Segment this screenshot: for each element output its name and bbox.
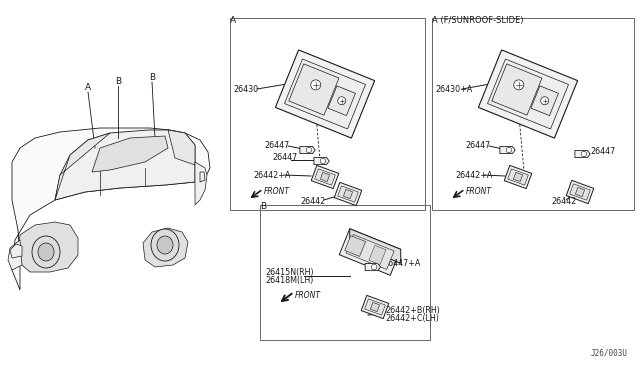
Polygon shape [18,222,78,272]
Text: A: A [85,83,91,93]
Polygon shape [492,64,542,115]
Text: 26447: 26447 [272,154,297,163]
Text: 26442+B(RH): 26442+B(RH) [385,307,440,315]
Polygon shape [531,86,559,116]
Text: 26442: 26442 [551,198,576,206]
Text: 26442+C(LH): 26442+C(LH) [385,314,439,324]
Bar [260,205,430,340]
Text: FRONT: FRONT [295,291,321,299]
Circle shape [581,151,587,157]
Polygon shape [200,172,205,182]
Polygon shape [349,229,401,263]
Polygon shape [575,187,584,197]
Text: FRONT: FRONT [264,187,290,196]
Polygon shape [334,182,362,206]
Polygon shape [488,59,568,129]
Polygon shape [8,240,22,270]
Circle shape [311,80,321,90]
Polygon shape [300,147,315,154]
Polygon shape [513,172,523,182]
Polygon shape [361,295,388,318]
Polygon shape [289,64,339,115]
Polygon shape [328,86,355,116]
Circle shape [506,147,511,153]
Text: 26442+A: 26442+A [253,170,291,180]
Text: B: B [115,77,121,87]
Polygon shape [365,263,380,270]
Polygon shape [500,147,515,154]
Ellipse shape [157,236,173,254]
Text: 26430: 26430 [233,84,258,93]
Text: 26418M(LH): 26418M(LH) [265,276,314,285]
Polygon shape [10,244,22,258]
Text: 26442: 26442 [300,196,325,205]
Polygon shape [12,128,210,290]
Text: 26447: 26447 [590,147,615,155]
Polygon shape [566,180,594,203]
Bar [230,18,425,210]
Polygon shape [344,189,353,199]
Circle shape [541,97,548,105]
Text: A: A [230,16,236,25]
Polygon shape [504,166,532,189]
Polygon shape [478,50,578,138]
Polygon shape [311,166,339,189]
Text: J26/003U: J26/003U [591,349,628,358]
Text: 26447+A: 26447+A [383,259,420,267]
Polygon shape [371,302,380,312]
Text: B: B [260,202,266,211]
Polygon shape [314,157,329,164]
Text: 26442+A: 26442+A [455,170,492,180]
Polygon shape [315,169,335,185]
Circle shape [371,264,377,270]
Polygon shape [575,150,590,158]
Circle shape [514,80,524,90]
Text: 26430+A: 26430+A [435,84,472,93]
Text: B: B [149,74,155,83]
Polygon shape [338,186,358,202]
Ellipse shape [38,243,54,261]
Bar [432,18,634,210]
Polygon shape [275,50,374,138]
Polygon shape [143,228,188,267]
Ellipse shape [151,229,179,261]
Polygon shape [346,234,394,269]
Polygon shape [339,229,401,275]
Text: FRONT: FRONT [466,187,492,196]
Text: A (F/SUNROOF-SLIDE): A (F/SUNROOF-SLIDE) [432,16,524,25]
Polygon shape [369,245,386,264]
Polygon shape [285,59,365,129]
Polygon shape [55,133,110,200]
Polygon shape [365,299,385,315]
Ellipse shape [32,236,60,268]
Circle shape [306,147,312,153]
Polygon shape [168,130,195,165]
Circle shape [338,97,346,105]
Polygon shape [508,169,528,185]
Polygon shape [55,130,195,200]
Polygon shape [321,172,330,182]
Text: 26447: 26447 [264,141,289,151]
Polygon shape [345,235,365,256]
Polygon shape [570,184,590,200]
Polygon shape [195,162,207,205]
Text: 26447: 26447 [465,141,490,151]
Text: 26415N(RH): 26415N(RH) [265,267,314,276]
Circle shape [320,158,326,164]
Polygon shape [92,136,168,172]
